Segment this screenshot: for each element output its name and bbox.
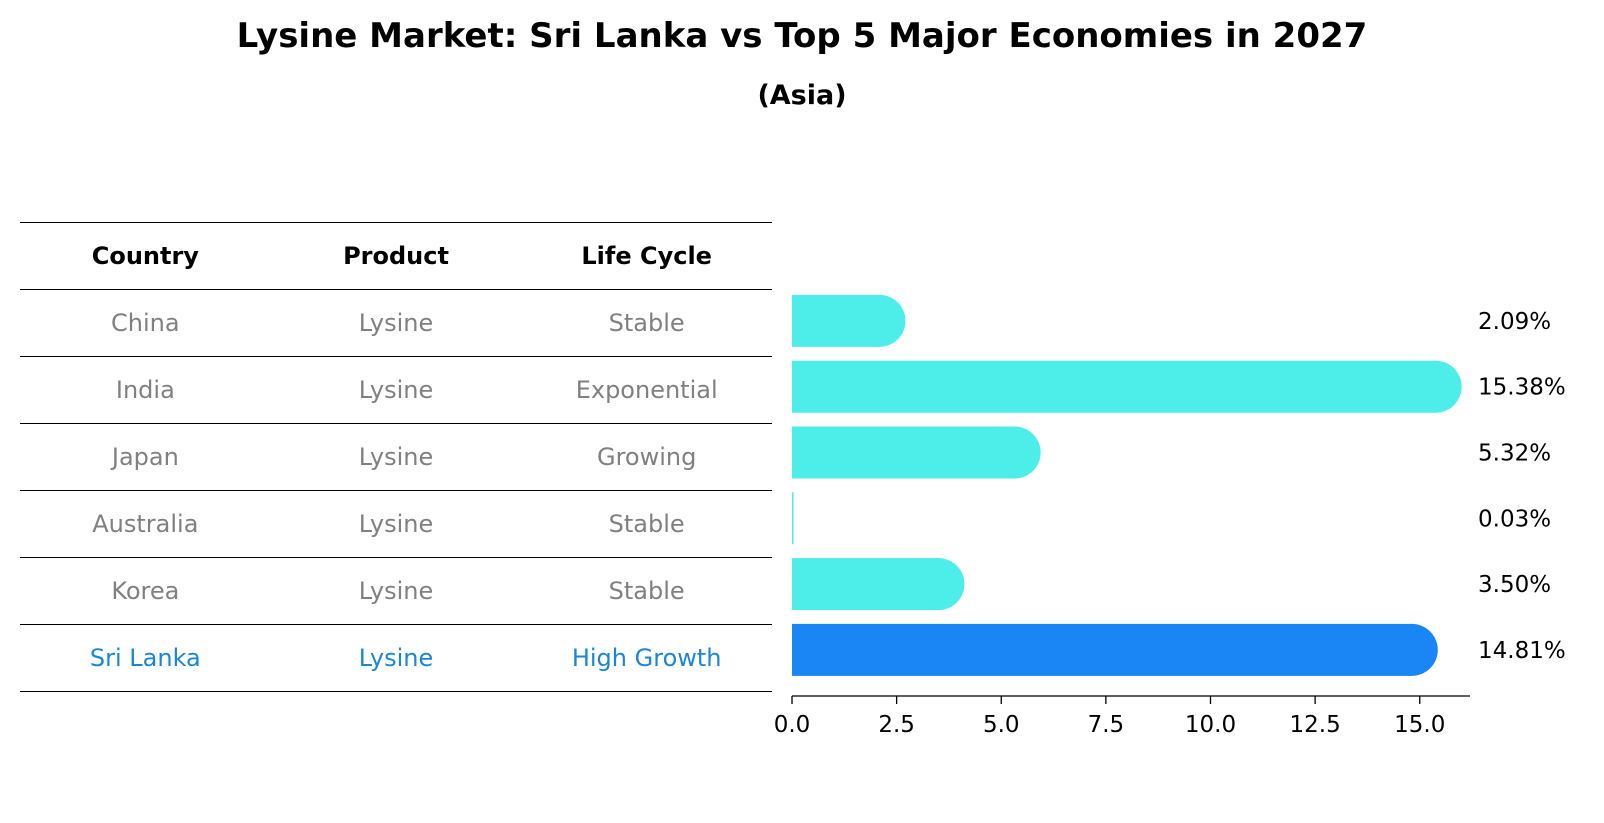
table-row: Korea Lysine Stable	[20, 557, 772, 624]
product-cell: Lysine	[358, 644, 434, 672]
bar-sri-lanka	[792, 623, 1412, 676]
country-cell: India	[115, 376, 175, 404]
bar-japan	[792, 426, 1015, 479]
product-cell: Lysine	[358, 309, 434, 337]
life-cycle-cell: Stable	[608, 309, 685, 337]
product-cell: Lysine	[358, 443, 434, 471]
bar-india	[792, 360, 1436, 413]
life-cycle-cell: Stable	[608, 577, 685, 605]
bar-cap-china	[853, 294, 906, 347]
table-row-highlighted: Sri Lanka Lysine High Growth	[20, 624, 772, 692]
country-cell: Japan	[111, 443, 179, 471]
value-label: 3.50%	[1478, 572, 1551, 598]
value-label: 2.09%	[1478, 309, 1551, 335]
life-cycle-cell: Growing	[596, 443, 697, 471]
country-cell: Australia	[92, 510, 199, 538]
value-label: 14.81%	[1478, 638, 1566, 664]
x-tick-label: 15.0	[1394, 712, 1445, 738]
table-row: China Lysine Stable	[20, 289, 772, 356]
x-tick-label: 5.0	[983, 712, 1020, 738]
life-cycle-cell: Exponential	[575, 376, 718, 404]
value-label: 5.32%	[1478, 441, 1551, 467]
bar-cap-japan	[988, 426, 1041, 479]
value-label: 0.03%	[1478, 506, 1551, 532]
column-header-life-cycle: Life Cycle	[581, 242, 712, 270]
life-cycle-cell: Stable	[608, 510, 685, 538]
table-row: Australia Lysine Stable	[20, 490, 772, 557]
product-cell: Lysine	[358, 510, 434, 538]
x-tick-label: 10.0	[1185, 712, 1236, 738]
country-cell: China	[111, 309, 180, 337]
table-header-row: Country Product Life Cycle	[20, 222, 772, 289]
bar-australia	[792, 492, 794, 545]
value-label: 15.38%	[1478, 375, 1566, 401]
country-cell: Sri Lanka	[89, 644, 201, 672]
column-header-country: Country	[91, 242, 199, 270]
product-cell: Lysine	[358, 376, 434, 404]
x-tick-label: 12.5	[1290, 712, 1341, 738]
bar-cap-korea	[912, 558, 965, 611]
table-row: Japan Lysine Growing	[20, 423, 772, 490]
data-table: Country Product Life Cycle China Lysine …	[20, 222, 772, 692]
column-header-product: Product	[343, 242, 449, 270]
table-row: India Lysine Exponential	[20, 356, 772, 423]
country-cell: Korea	[111, 577, 180, 605]
x-tick-label: 7.5	[1088, 712, 1125, 738]
x-tick-label: 0.0	[774, 712, 811, 738]
life-cycle-cell: High Growth	[571, 644, 722, 672]
chart-subtitle: (Asia)	[757, 80, 847, 111]
product-cell: Lysine	[358, 577, 434, 605]
bar-cap-sri-lanka	[1385, 623, 1438, 676]
x-tick-label: 2.5	[878, 712, 915, 738]
chart-title: Lysine Market: Sri Lanka vs Top 5 Major …	[236, 16, 1368, 56]
bar-cap-india	[1409, 360, 1462, 413]
